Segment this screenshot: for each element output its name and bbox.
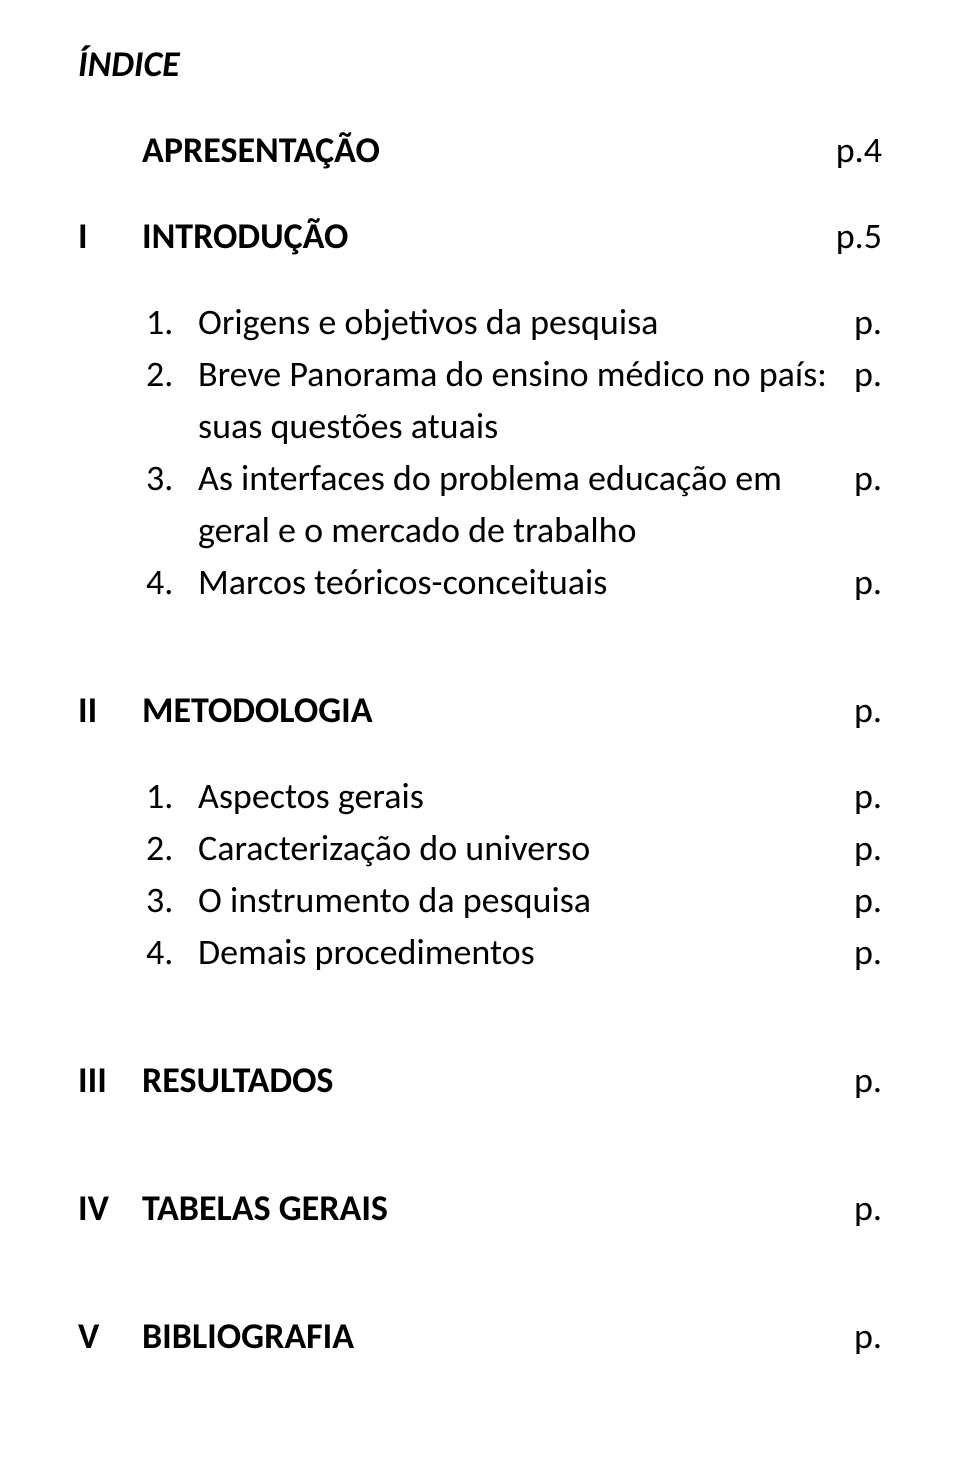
- document-title: ÍNDICE: [78, 42, 882, 86]
- entry-sub: 1. Origens e objetivos da pesquisa p.: [78, 300, 882, 344]
- entry-label: O instrumento da pesquisa: [198, 878, 854, 922]
- entry-label: APRESENTAÇÃO: [142, 128, 836, 172]
- entry-page: p.: [854, 1314, 882, 1358]
- entry-label: As interfaces do problema educação em: [198, 456, 854, 500]
- entry-sub: 4. Demais procedimentos p.: [78, 930, 882, 974]
- entry-label: METODOLOGIA: [142, 688, 854, 732]
- entry-section5: V BIBLIOGRAFIA p.: [78, 1314, 882, 1358]
- entry-section3: III RESULTADOS p.: [78, 1058, 882, 1102]
- entry-label: Aspectos gerais: [198, 774, 854, 818]
- entry-num: 2.: [142, 826, 198, 870]
- entry-page: p.: [854, 930, 882, 974]
- entry-num: 2.: [142, 352, 198, 396]
- entry-continuation-text: geral e o mercado de trabalho: [198, 508, 882, 552]
- entry-num: 1.: [142, 774, 198, 818]
- entry-apresentacao: APRESENTAÇÃO p.4: [78, 128, 882, 172]
- entry-page: p.4: [836, 128, 882, 172]
- entry-continuation: geral e o mercado de trabalho: [78, 508, 882, 552]
- entry-page: p.: [854, 688, 882, 732]
- entry-sub: 3. As interfaces do problema educação em…: [78, 456, 882, 500]
- entry-section1: I INTRODUÇÃO p.5: [78, 214, 882, 258]
- entry-num: 1.: [142, 300, 198, 344]
- entry-label: RESULTADOS: [142, 1058, 854, 1102]
- entry-label: Demais procedimentos: [198, 930, 854, 974]
- entry-label: Origens e objetivos da pesquisa: [198, 300, 854, 344]
- entry-label: Breve Panorama do ensino médico no país:: [198, 352, 854, 396]
- entry-continuation: suas questões atuais: [78, 404, 882, 448]
- entry-num: 4.: [142, 560, 198, 604]
- entry-label: INTRODUÇÃO: [142, 214, 836, 258]
- entry-page: p.: [854, 1058, 882, 1102]
- entry-roman: IV: [78, 1186, 142, 1230]
- entry-label: TABELAS GERAIS: [142, 1186, 854, 1230]
- entry-page: p.: [854, 300, 882, 344]
- entry-sub: 4. Marcos teóricos-conceituais p.: [78, 560, 882, 604]
- entry-sub: 2. Breve Panorama do ensino médico no pa…: [78, 352, 882, 396]
- entry-page: p.: [854, 456, 882, 500]
- entry-section4: IV TABELAS GERAIS p.: [78, 1186, 882, 1230]
- entry-page: p.: [854, 826, 882, 870]
- entry-roman: III: [78, 1058, 142, 1102]
- entry-label: Marcos teóricos-conceituais: [198, 560, 854, 604]
- entry-page: p.: [854, 560, 882, 604]
- entry-section2: II METODOLOGIA p.: [78, 688, 882, 732]
- entry-num: 4.: [142, 930, 198, 974]
- entry-label: Caracterização do universo: [198, 826, 854, 870]
- entry-page: p.5: [836, 214, 882, 258]
- entry-label: BIBLIOGRAFIA: [142, 1314, 854, 1358]
- entry-sub: 3. O instrumento da pesquisa p.: [78, 878, 882, 922]
- entry-page: p.: [854, 774, 882, 818]
- entry-page: p.: [854, 352, 882, 396]
- entry-page: p.: [854, 878, 882, 922]
- entry-sub: 1. Aspectos gerais p.: [78, 774, 882, 818]
- entry-continuation-text: suas questões atuais: [198, 404, 882, 448]
- entry-sub: 2. Caracterização do universo p.: [78, 826, 882, 870]
- entry-num: 3.: [142, 456, 198, 500]
- entry-num: 3.: [142, 878, 198, 922]
- entry-roman: I: [78, 214, 142, 258]
- entry-roman: V: [78, 1314, 142, 1358]
- entry-roman: II: [78, 688, 142, 732]
- entry-page: p.: [854, 1186, 882, 1230]
